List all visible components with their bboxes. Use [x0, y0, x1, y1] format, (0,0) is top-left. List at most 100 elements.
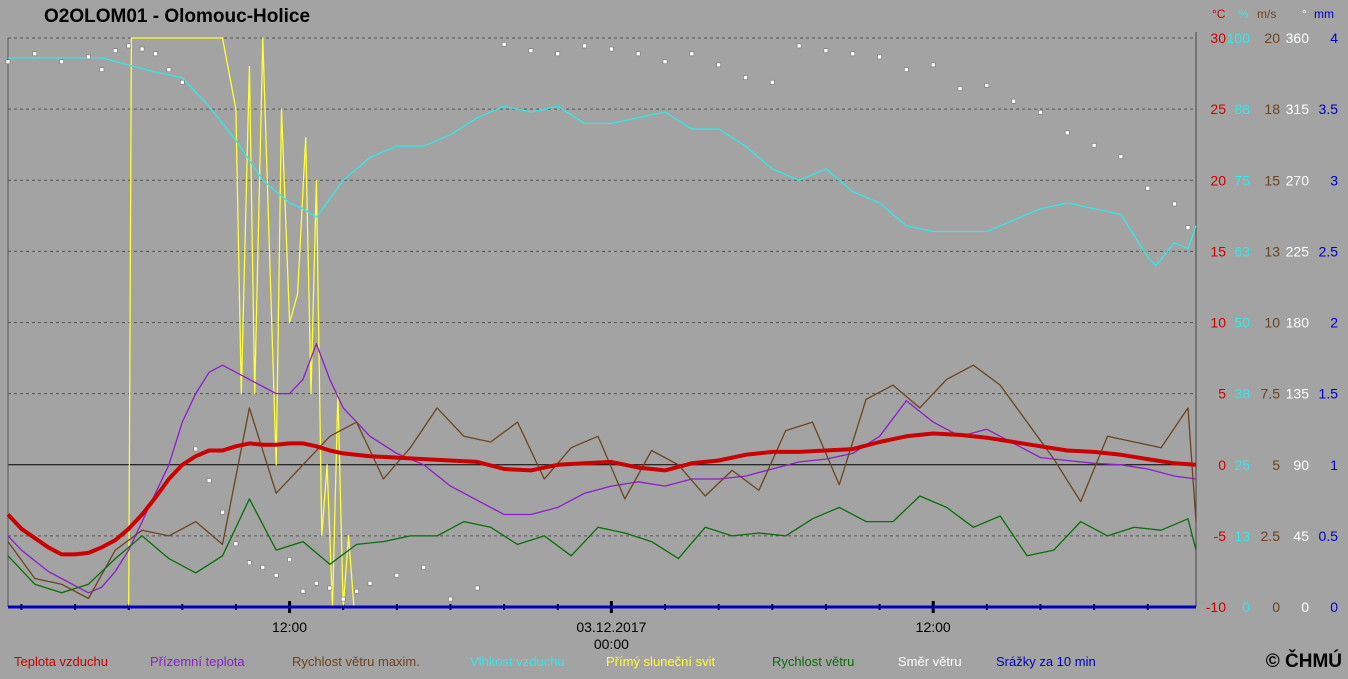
wind-direction-point: [1011, 98, 1016, 104]
y-tick-label-precipitation: 4: [1330, 30, 1338, 46]
y-tick-label-humidity: 50: [1234, 315, 1250, 331]
y-tick-label-direction: 225: [1286, 243, 1310, 259]
wind-direction-point: [930, 62, 936, 68]
wind-direction-point: [823, 48, 829, 53]
wind-direction-point: [300, 588, 306, 594]
copyright-label: © ČHMÚ: [1265, 651, 1342, 672]
series-line-wind-gust: [7, 364, 1197, 600]
y-tick-label-temperature: 25: [1210, 101, 1226, 117]
y-tick-label-direction: 45: [1293, 528, 1309, 544]
y-tick-label-precipitation: 2.5: [1319, 243, 1339, 259]
wind-direction-point: [59, 59, 64, 65]
y-tick-label-wind: 2.5: [1261, 528, 1281, 544]
y-tick-label-wind: 7.5: [1261, 386, 1281, 402]
y-tick-label-temperature: 10: [1210, 315, 1226, 331]
y-tick-label-precipitation: 1: [1330, 457, 1338, 473]
wind-direction-point: [1038, 109, 1043, 115]
wind-direction-point: [367, 580, 373, 586]
y-tick-label-temperature: 15: [1210, 243, 1226, 259]
y-tick-label-precipitation: 3.5: [1319, 101, 1339, 117]
wind-direction-point: [448, 596, 453, 602]
y-tick-label-humidity: 63: [1234, 243, 1250, 259]
y-tick-label-temperature: 30: [1210, 30, 1226, 46]
wind-direction-point: [112, 48, 118, 53]
legend-item-wind-gust: Rychlost větru maxim.: [292, 654, 420, 669]
wind-direction-point: [1172, 201, 1177, 207]
wind-direction-point: [984, 83, 990, 88]
wind-direction-point: [957, 86, 963, 91]
y-tick-label-temperature: -5: [1214, 528, 1227, 544]
y-tick-label-humidity: 88: [1234, 101, 1250, 117]
y-tick-label-wind: 5: [1272, 457, 1280, 473]
y-tick-label-temperature: -10: [1206, 599, 1226, 615]
wind-direction-point: [86, 54, 91, 60]
series-line-sunshine: [8, 37, 1196, 608]
y-tick-label-direction: 270: [1286, 172, 1310, 188]
wind-direction-point: [340, 596, 346, 602]
y-tick-label-temperature: 5: [1218, 386, 1226, 402]
wind-direction-point: [1118, 154, 1124, 159]
wind-direction-point: [1185, 225, 1191, 230]
wind-direction-point: [260, 565, 266, 570]
x-tick-label: 03.12.2017: [576, 619, 646, 635]
legend-item-humidity: Vlhkost vzduchu: [470, 654, 565, 669]
legend-item-precipitation: Srážky za 10 min: [996, 654, 1096, 669]
wind-direction-point: [716, 62, 721, 68]
y-tick-label-wind: 18: [1264, 101, 1280, 117]
y-tick-label-wind: 0: [1272, 599, 1280, 615]
y-tick-label-wind: 10: [1264, 315, 1280, 331]
legend-item-ground-temperature: Přízemní teplota: [150, 654, 245, 669]
series-line-humidity: [8, 57, 1197, 267]
unit-humidity: %: [1238, 7, 1249, 21]
wind-direction-point: [1064, 130, 1070, 136]
wind-direction-point: [743, 75, 748, 80]
wind-direction-point: [99, 67, 105, 72]
unit-precipitation: mm: [1314, 7, 1334, 21]
series-line-ground-temperature: [7, 343, 1197, 594]
y-tick-label-wind: 20: [1264, 30, 1280, 46]
x-tick-label: 12:00: [916, 619, 951, 635]
y-tick-label-direction: 360: [1286, 30, 1310, 46]
wind-direction-point: [233, 541, 239, 547]
wind-direction-point: [206, 478, 212, 483]
wind-direction-point: [153, 51, 158, 57]
wind-direction-point: [475, 585, 480, 591]
chart-title: O2OLOM01 - Olomouc-Holice: [44, 6, 311, 27]
wind-direction-point: [582, 43, 587, 49]
wind-direction-point: [877, 54, 882, 60]
unit-temperature: °C: [1212, 7, 1226, 21]
y-tick-label-precipitation: 2: [1330, 315, 1338, 331]
wind-direction-point: [247, 560, 252, 566]
wind-direction-point: [850, 51, 856, 57]
legend-item-wind-speed: Rychlost větru: [772, 654, 855, 669]
y-tick-label-wind: 15: [1264, 172, 1280, 188]
wind-direction-point: [421, 565, 426, 570]
wind-direction-point: [1145, 185, 1151, 191]
y-tick-label-wind: 13: [1264, 243, 1280, 259]
y-tick-label-humidity: 0: [1242, 599, 1250, 615]
x-tick-label: 00:00: [594, 636, 629, 652]
wind-direction-point: [166, 67, 172, 72]
unit-wind: m/s: [1257, 7, 1277, 21]
wind-direction-point: [126, 43, 131, 49]
wind-direction-point: [609, 46, 614, 52]
wind-direction-point: [193, 446, 199, 452]
y-tick-label-precipitation: 3: [1330, 172, 1338, 188]
legend-item-temperature: Teplota vzduchu: [14, 654, 108, 669]
wind-direction-point: [528, 48, 534, 53]
wind-direction-point: [796, 43, 802, 49]
legend-item-wind-direction: Směr větru: [898, 654, 962, 669]
wind-direction-point: [32, 51, 38, 57]
y-tick-label-humidity: 13: [1234, 528, 1250, 544]
y-tick-label-direction: 315: [1286, 101, 1310, 117]
legend-item-sunshine: Přímý sluneční svit: [606, 654, 716, 669]
series-line-wind-speed: [7, 495, 1197, 594]
wind-direction-point: [501, 42, 507, 47]
wind-direction-point: [662, 59, 668, 65]
y-tick-label-temperature: 20: [1210, 172, 1226, 188]
y-tick-label-precipitation: 1.5: [1319, 386, 1339, 402]
y-tick-label-humidity: 100: [1227, 30, 1251, 46]
y-tick-label-direction: 180: [1286, 315, 1310, 331]
y-tick-label-direction: 135: [1286, 386, 1310, 402]
wind-direction-point: [327, 585, 333, 591]
